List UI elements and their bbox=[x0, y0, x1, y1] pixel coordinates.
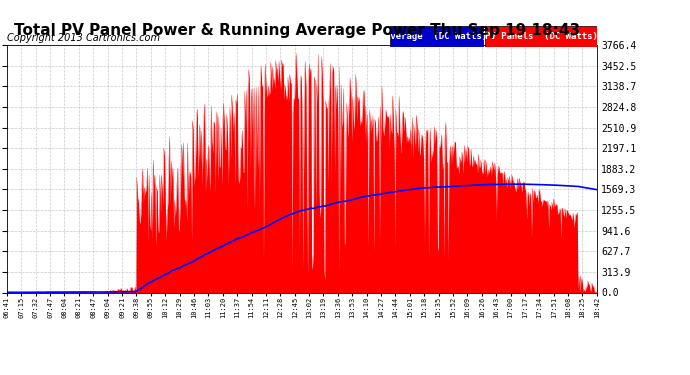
FancyBboxPatch shape bbox=[390, 26, 483, 47]
FancyBboxPatch shape bbox=[485, 26, 597, 47]
Text: Total PV Panel Power & Running Average Power Thu Sep 19 18:43: Total PV Panel Power & Running Average P… bbox=[14, 22, 580, 38]
Text: Copyright 2013 Cartronics.com: Copyright 2013 Cartronics.com bbox=[7, 33, 160, 43]
Text: Average  (DC Watts): Average (DC Watts) bbox=[385, 32, 488, 41]
Text: PV Panels  (DC Watts): PV Panels (DC Watts) bbox=[484, 32, 598, 41]
